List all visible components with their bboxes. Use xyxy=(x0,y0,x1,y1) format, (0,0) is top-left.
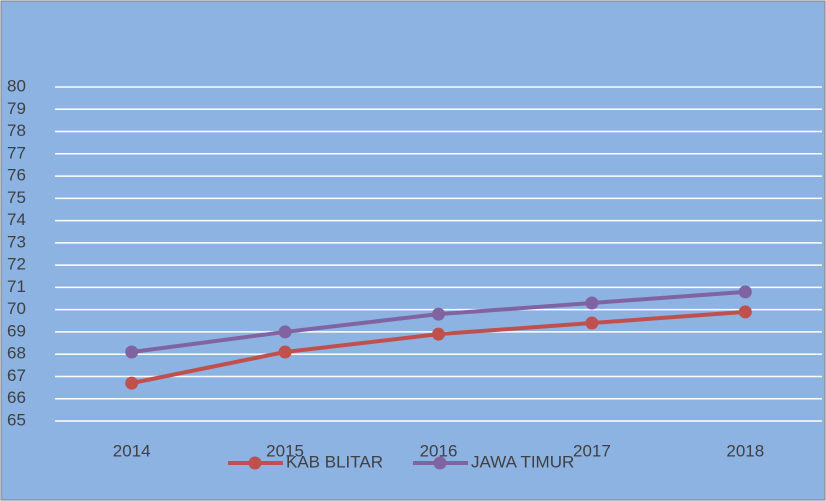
y-tick-label: 71 xyxy=(7,277,26,296)
x-tick-label: 2014 xyxy=(113,441,151,460)
data-point xyxy=(125,345,139,359)
data-point xyxy=(278,345,292,359)
data-point xyxy=(738,305,752,319)
x-tick-label: 2017 xyxy=(573,441,611,460)
data-point xyxy=(585,296,599,310)
y-tick-label: 65 xyxy=(7,410,26,429)
x-tick-label: 2016 xyxy=(420,441,458,460)
legend-marker xyxy=(433,456,447,470)
legend-label: JAWA TIMUR xyxy=(471,452,574,471)
y-tick-label: 69 xyxy=(7,321,26,340)
y-tick-label: 74 xyxy=(7,210,26,229)
y-tick-label: 70 xyxy=(7,299,26,318)
y-tick-label: 73 xyxy=(7,232,26,251)
data-point xyxy=(585,316,599,330)
data-point xyxy=(738,285,752,299)
y-tick-label: 77 xyxy=(7,143,26,162)
legend-label: KAB BLITAR xyxy=(286,452,383,471)
data-point xyxy=(278,325,292,339)
data-point xyxy=(432,327,445,341)
x-tick-label: 2018 xyxy=(726,441,764,460)
data-point xyxy=(432,307,445,321)
y-tick-label: 78 xyxy=(7,121,26,140)
x-tick-label: 2015 xyxy=(266,441,304,460)
y-tick-label: 75 xyxy=(7,188,26,207)
y-tick-label: 66 xyxy=(7,388,26,407)
legend-marker xyxy=(248,456,262,470)
y-tick-label: 79 xyxy=(7,99,26,118)
y-tick-label: 76 xyxy=(7,166,26,185)
y-tick-label: 67 xyxy=(7,366,26,385)
data-point xyxy=(125,376,139,390)
y-tick-label: 80 xyxy=(7,76,26,95)
y-tick-label: 68 xyxy=(7,344,26,363)
y-tick-label: 72 xyxy=(7,255,26,274)
